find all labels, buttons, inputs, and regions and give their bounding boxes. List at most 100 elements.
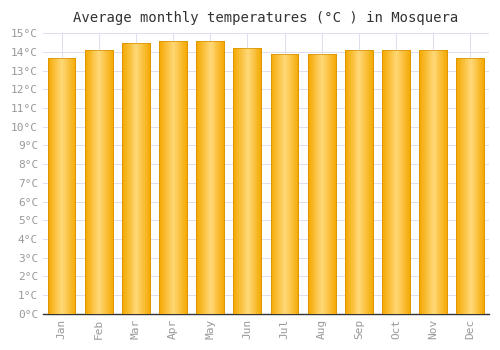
Bar [345,50,346,314]
Bar [242,48,243,314]
Bar [284,54,285,314]
Bar [50,57,51,314]
Bar [124,43,125,314]
Bar [178,41,180,314]
Bar [234,48,262,314]
Bar [384,50,385,314]
Bar [234,48,236,314]
Bar [471,57,472,314]
Bar [220,41,221,314]
Bar [445,50,446,314]
Bar [246,48,247,314]
Bar [161,41,162,314]
Bar [164,41,165,314]
Bar [162,41,163,314]
Bar [396,50,398,314]
Bar [482,57,484,314]
Bar [224,41,225,314]
Bar [352,50,354,314]
Bar [474,57,476,314]
Bar [146,43,147,314]
Bar [407,50,408,314]
Bar [185,41,186,314]
Bar [122,43,150,314]
Bar [329,54,330,314]
Bar [206,41,207,314]
Bar [419,50,420,314]
Bar [365,50,366,314]
Bar [282,54,283,314]
Bar [367,50,368,314]
Bar [254,48,256,314]
Bar [382,50,410,314]
Bar [464,57,465,314]
Bar [176,41,178,314]
Bar [170,41,172,314]
Bar [480,57,482,314]
Bar [274,54,276,314]
Bar [324,54,325,314]
Bar [256,48,258,314]
Bar [104,50,105,314]
Bar [183,41,184,314]
Bar [350,50,352,314]
Bar [57,57,58,314]
Bar [99,50,100,314]
Bar [283,54,284,314]
Bar [198,41,199,314]
Bar [371,50,372,314]
Bar [149,43,150,314]
Bar [186,41,187,314]
Bar [362,50,363,314]
Bar [366,50,367,314]
Bar [354,50,356,314]
Bar [132,43,134,314]
Bar [123,43,124,314]
Bar [90,50,92,314]
Bar [122,43,150,314]
Bar [126,43,128,314]
Bar [67,57,68,314]
Bar [292,54,294,314]
Bar [347,50,348,314]
Bar [444,50,445,314]
Bar [65,57,66,314]
Bar [308,54,310,314]
Bar [96,50,98,314]
Bar [144,43,145,314]
Bar [240,48,241,314]
Bar [103,50,104,314]
Bar [346,50,347,314]
Bar [469,57,470,314]
Bar [147,43,148,314]
Bar [159,41,187,314]
Bar [405,50,406,314]
Bar [140,43,141,314]
Bar [310,54,312,314]
Bar [430,50,432,314]
Bar [238,48,239,314]
Bar [66,57,67,314]
Bar [74,57,76,314]
Bar [326,54,327,314]
Bar [139,43,140,314]
Bar [212,41,214,314]
Bar [110,50,112,314]
Bar [270,54,298,314]
Bar [143,43,144,314]
Bar [182,41,183,314]
Bar [334,54,336,314]
Bar [61,57,62,314]
Bar [470,57,471,314]
Bar [360,50,361,314]
Bar [364,50,365,314]
Bar [423,50,424,314]
Bar [294,54,296,314]
Bar [241,48,242,314]
Bar [430,50,431,314]
Bar [308,54,336,314]
Bar [468,57,469,314]
Bar [323,54,324,314]
Bar [236,48,238,314]
Bar [168,41,170,314]
